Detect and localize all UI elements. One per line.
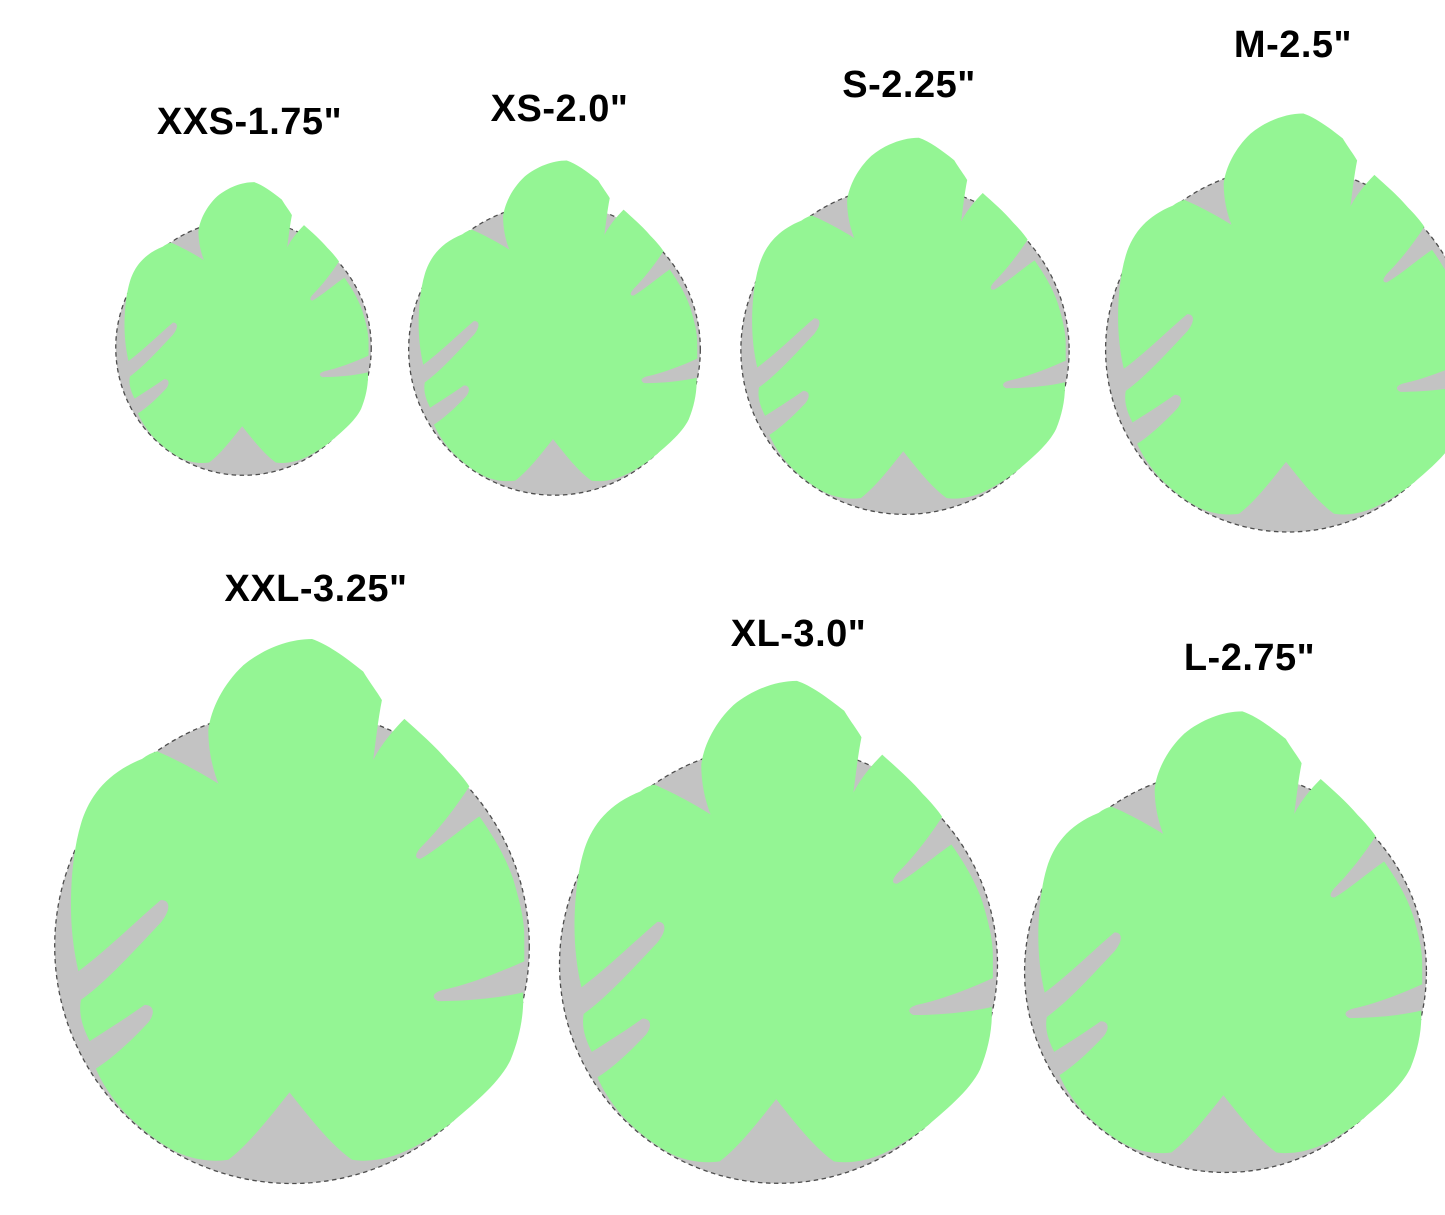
size-label-l: L-2.75": [1183, 637, 1316, 679]
size-label-xxl: XXL-3.25": [224, 568, 408, 610]
size-item-xxl: XXL-3.25": [42, 568, 542, 1196]
size-label-xl: XL-3.0": [730, 613, 867, 655]
size-label-m: M-2.5": [1233, 24, 1353, 66]
monstera-leaf-graphic-s: [732, 117, 1078, 523]
size-item-xl: XL-3.0": [548, 613, 1009, 1195]
size-item-l: L-2.75": [1014, 637, 1437, 1183]
monstera-leaf-graphic-m: [1096, 90, 1445, 542]
size-label-s: S-2.25": [842, 64, 976, 106]
size-label-xs: XS-2.0": [490, 88, 629, 130]
size-item-xxs: XXS-1.75": [109, 101, 378, 482]
monstera-leaf-graphic-xxs: [109, 166, 378, 482]
size-label-xxs: XXS-1.75": [156, 101, 343, 143]
monstera-leaf-graphic-xl: [548, 653, 1009, 1195]
monstera-leaf-graphic-l: [1014, 686, 1437, 1183]
size-item-xs: XS-2.0": [401, 88, 708, 503]
size-item-s: S-2.25": [732, 64, 1078, 523]
monstera-leaf-graphic-xs: [401, 142, 708, 503]
monstera-leaf-graphic-xxl: [42, 609, 542, 1196]
size-item-m: M-2.5": [1096, 24, 1445, 542]
